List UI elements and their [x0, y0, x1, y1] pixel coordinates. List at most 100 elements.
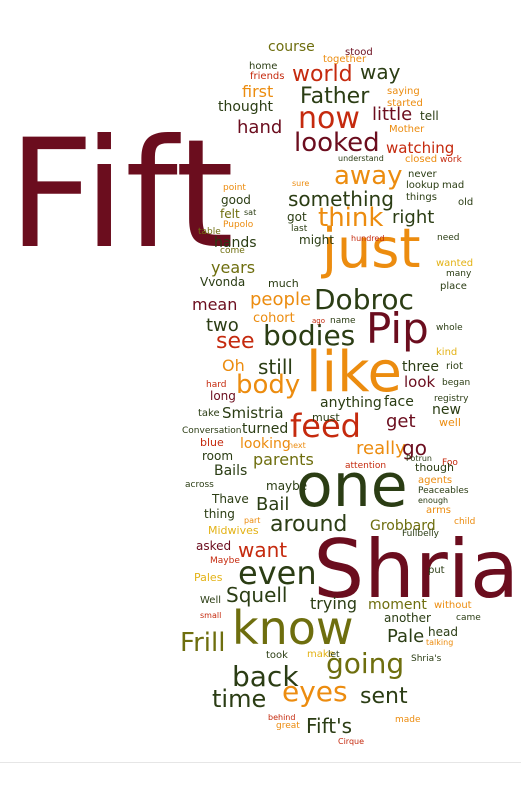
cloud-word: work [440, 155, 462, 165]
cloud-word: lookup [406, 180, 440, 191]
cloud-word: take [198, 408, 220, 419]
cloud-word: Dobroc [314, 283, 414, 316]
cloud-word: like [306, 340, 403, 405]
cloud-word: looked [294, 128, 380, 158]
cloud-word: hand [237, 117, 283, 138]
cloud-word: home [249, 61, 278, 72]
cloud-word: Smistria [222, 404, 284, 422]
cloud-word: parents [253, 450, 314, 469]
cloud-word: back [232, 660, 299, 693]
cloud-word: things [406, 192, 437, 203]
cloud-word: Maybe [210, 556, 240, 566]
cloud-word: understand [338, 154, 384, 163]
cloud-word: attention [345, 461, 387, 471]
cloud-word: took [266, 650, 288, 661]
cloud-word: something [288, 187, 394, 211]
cloud-word: Fullbelly [402, 529, 439, 539]
cloud-word: head [428, 625, 458, 639]
cloud-word: tell [420, 109, 439, 123]
cloud-word: world [292, 62, 353, 87]
cloud-word: put [428, 565, 445, 576]
cloud-word: even [238, 554, 317, 592]
cloud-word: good [221, 193, 251, 207]
cloud-word: anything [320, 395, 382, 411]
cloud-word: want [238, 538, 288, 562]
cloud-word: eyes [282, 675, 348, 708]
cloud-word: Pales [194, 571, 223, 584]
cloud-word: Fift's [306, 714, 353, 738]
cloud-word: part [244, 516, 261, 525]
cloud-word: hands [214, 235, 257, 251]
cloud-word: really [356, 438, 406, 459]
cloud-word: table [198, 227, 221, 237]
cloud-word: Bail [256, 494, 290, 515]
cloud-word: bodies [263, 319, 356, 352]
cloud-word: two [206, 315, 239, 336]
cloud-word: riot [446, 361, 463, 372]
cloud-word: Midwives [208, 524, 259, 537]
cloud-word: looking [240, 436, 291, 452]
cloud-word: years [211, 258, 256, 277]
cloud-word: many [446, 269, 472, 279]
cloud-word: Vvonda [200, 275, 246, 289]
cloud-word: mad [442, 180, 465, 191]
cloud-word: Thave [212, 492, 249, 506]
cloud-word: way [360, 60, 401, 84]
cloud-word: first [242, 82, 274, 101]
cloud-word: must [312, 411, 340, 424]
cloud-word: registry [434, 394, 469, 404]
cloud-word: just [322, 217, 421, 280]
cloud-word: child [454, 517, 476, 527]
cloud-word: look [404, 373, 436, 391]
cloud-word: new [432, 402, 461, 418]
cloud-word: turned [242, 421, 289, 437]
cloud-word: Frill [180, 628, 226, 658]
cloud-word: Grobbard [370, 518, 436, 534]
cloud-word: trying [310, 594, 358, 613]
cloud-word: behind [268, 713, 296, 722]
cloud-word: need [437, 233, 460, 243]
cloud-word: Pip [366, 304, 429, 353]
cloud-word: felt [220, 207, 240, 221]
cloud-word: wanted [436, 258, 474, 269]
cloud-word: little [372, 104, 413, 125]
cloud-word: saying [387, 86, 420, 97]
cloud-word: got [287, 210, 307, 224]
cloud-word: see [216, 329, 255, 354]
cloud-word: Well [200, 595, 222, 606]
cloud-word: ago [312, 317, 326, 325]
cloud-word: great [276, 721, 300, 731]
cloud-word: moment [368, 597, 427, 613]
cloud-word: sure [292, 179, 310, 188]
cloud-word: three [402, 359, 440, 375]
cloud-word: get [386, 411, 416, 432]
cloud-word: together [323, 54, 367, 65]
cloud-word: without [434, 600, 472, 611]
cloud-word: Shria's [411, 654, 442, 664]
cloud-word: course [268, 39, 315, 55]
cloud-word: Oh [222, 356, 245, 375]
cloud-word: name [330, 316, 356, 326]
cloud-word: face [384, 394, 414, 410]
cloud-word: across [185, 480, 214, 490]
cloud-word: Mother [389, 124, 425, 135]
cloud-word: enough [418, 496, 449, 505]
cloud-word: next [288, 441, 306, 450]
cloud-word: Peaceables [418, 486, 469, 496]
cloud-word: go [402, 436, 427, 460]
cloud-word: time [212, 685, 267, 713]
cloud-word: watching [386, 139, 455, 157]
cloud-word: blue [200, 436, 224, 449]
cloud-word: came [456, 613, 481, 623]
cloud-word: hundred [351, 234, 385, 243]
cloud-word: now [298, 101, 360, 136]
cloud-word: last [291, 224, 308, 234]
cloud-word: whole [436, 323, 463, 333]
cloud-word: maybe [266, 479, 308, 493]
cloud-word: away [334, 161, 403, 191]
cloud-word: people [250, 289, 312, 310]
cloud-word: know [232, 601, 354, 655]
cloud-word: sent [360, 684, 408, 709]
cloud-word: stood [345, 47, 373, 58]
